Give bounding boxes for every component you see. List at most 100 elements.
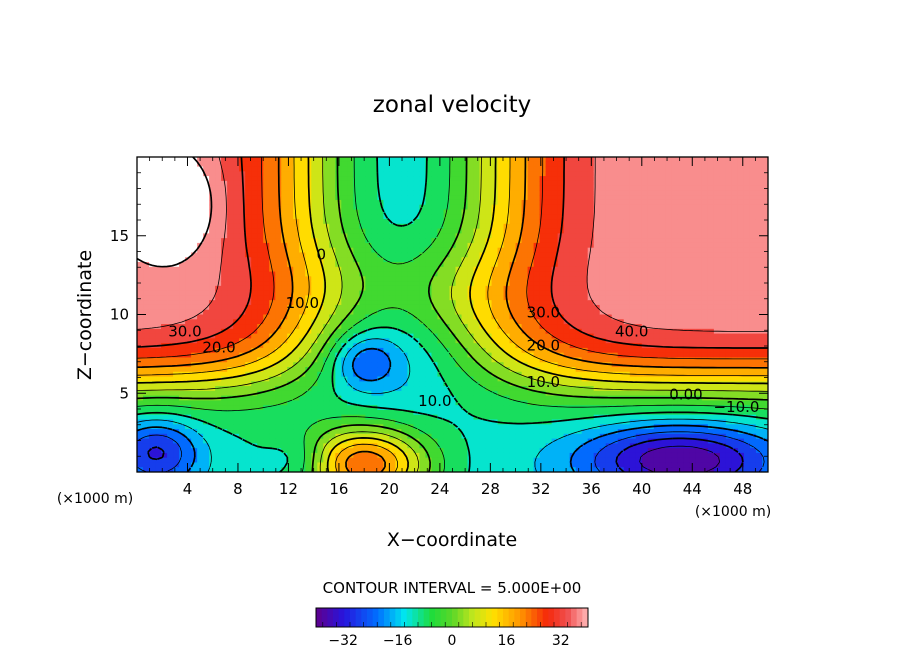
colorbar-tick-label: 16 bbox=[497, 633, 515, 649]
colorbar-swatch bbox=[576, 608, 583, 627]
colorbar-swatch bbox=[537, 608, 544, 627]
colorbar-swatch bbox=[327, 608, 334, 627]
contour-line-15 bbox=[137, 157, 768, 472]
contour-line-neg15 bbox=[137, 338, 768, 472]
colorbar-swatch bbox=[582, 608, 589, 627]
x-tick-label: 28 bbox=[481, 480, 500, 498]
x-axis-ticks: 4 8 12 16 20 24 28 32 36 40 44 48 bbox=[149, 157, 756, 498]
colorbar-swatch bbox=[412, 608, 419, 627]
contour-labels: 30.020.010.0010.030.020.010.040.00.00−10… bbox=[168, 245, 759, 416]
colorbar-swatch bbox=[542, 608, 549, 627]
contour-line-5 bbox=[137, 157, 768, 472]
y-axis-ticks: 5 10 15 bbox=[110, 172, 768, 457]
colorbar-swatch bbox=[559, 608, 566, 627]
x-tick-label: 20 bbox=[380, 480, 399, 498]
colorbar-swatch bbox=[338, 608, 345, 627]
colorbar-swatch bbox=[514, 608, 521, 627]
x-axis-label: X−coordinate bbox=[387, 529, 517, 551]
x-tick-label: 36 bbox=[582, 480, 601, 498]
colorbar-swatch bbox=[480, 608, 487, 627]
colorbar-swatch bbox=[321, 608, 328, 627]
chart-title: zonal velocity bbox=[373, 92, 531, 118]
x-tick-label: 40 bbox=[632, 480, 651, 498]
contour-label: 0.00 bbox=[669, 386, 702, 404]
colorbar-swatch bbox=[565, 608, 572, 627]
colorbar-swatch bbox=[457, 608, 464, 627]
x-tick-label: 4 bbox=[183, 480, 193, 498]
y-tick-label: 15 bbox=[110, 227, 129, 245]
contour-label: 0 bbox=[316, 245, 326, 263]
contour-label: 40.0 bbox=[615, 323, 648, 341]
colorbar-tick-label: 32 bbox=[552, 633, 570, 649]
colorbar-swatch bbox=[361, 608, 368, 627]
colorbar-frame bbox=[315, 607, 589, 628]
colorbar-tick-label: 0 bbox=[448, 633, 457, 649]
contour-line-neg30 bbox=[147, 437, 744, 472]
contour-label: 20.0 bbox=[527, 337, 560, 355]
colorbar-swatch bbox=[401, 608, 408, 627]
colorbar-swatch bbox=[503, 608, 510, 627]
colorbar-swatch bbox=[497, 608, 504, 627]
colorbar-swatch bbox=[520, 608, 527, 627]
colorbar-swatch bbox=[372, 608, 379, 627]
colorbar-swatch bbox=[548, 608, 555, 627]
contour-label: 30.0 bbox=[527, 304, 560, 322]
colorbar-tick-label: −32 bbox=[328, 633, 358, 649]
x-unit-left: (×1000 m) bbox=[57, 491, 133, 507]
colorbar-swatch bbox=[344, 608, 351, 627]
colorbar-swatch bbox=[350, 608, 357, 627]
colorbar-swatch bbox=[446, 608, 453, 627]
contour-label: 10.0 bbox=[418, 392, 451, 410]
x-unit-right: (×1000 m) bbox=[695, 504, 771, 520]
colorbar-swatch bbox=[463, 608, 470, 627]
colorbar-swatch bbox=[435, 608, 442, 627]
contour-label: 10.0 bbox=[527, 373, 560, 391]
contour-line-25 bbox=[137, 157, 768, 360]
colorbar-swatch bbox=[452, 608, 459, 627]
contour-label: 30.0 bbox=[168, 323, 201, 341]
colorbar-swatch bbox=[333, 608, 340, 627]
colorbar-swatch bbox=[491, 608, 498, 627]
colorbar-swatch bbox=[316, 608, 323, 627]
colorbar-swatch bbox=[367, 608, 374, 627]
colorbar-swatch bbox=[378, 608, 385, 627]
x-tick-label: 12 bbox=[279, 480, 298, 498]
x-tick-label: 48 bbox=[733, 480, 752, 498]
x-tick-label: 24 bbox=[430, 480, 449, 498]
colorbar-swatch bbox=[406, 608, 413, 627]
colorbar-swatch bbox=[469, 608, 476, 627]
contour-label: 10.0 bbox=[286, 294, 319, 312]
contour-line-20 bbox=[137, 157, 768, 472]
colorbar-ticks: −32 −16 0 16 32 bbox=[322, 622, 582, 649]
x-tick-label: 8 bbox=[233, 480, 243, 498]
colorbar-swatch bbox=[355, 608, 362, 627]
colorbar-swatch bbox=[486, 608, 493, 627]
x-tick-label: 16 bbox=[329, 480, 348, 498]
colorbar-swatch bbox=[384, 608, 391, 627]
contour-line-10 bbox=[137, 157, 768, 472]
contour-line-neg5 bbox=[137, 157, 768, 472]
contour-line-neg25 bbox=[137, 431, 765, 472]
colorbar-swatch bbox=[423, 608, 430, 627]
colorbar-swatch bbox=[554, 608, 561, 627]
colorbar-swatch bbox=[474, 608, 481, 627]
colorbar-swatch bbox=[508, 608, 515, 627]
y-tick-label: 10 bbox=[110, 306, 129, 324]
colorbar-swatch bbox=[429, 608, 436, 627]
x-tick-label: 32 bbox=[531, 480, 550, 498]
contour-line-neg20 bbox=[137, 347, 768, 472]
colorbar bbox=[316, 608, 589, 627]
colorbar-tick-label: −16 bbox=[383, 633, 413, 649]
colorbar-swatch bbox=[440, 608, 447, 627]
colorbar-swatch bbox=[571, 608, 578, 627]
colorbar-swatch bbox=[418, 608, 425, 627]
colorbar-swatch bbox=[389, 608, 396, 627]
contour-label: 20.0 bbox=[202, 338, 235, 356]
colorbar-swatch bbox=[531, 608, 538, 627]
contour-line-30 bbox=[137, 157, 768, 349]
contour-label: −10.0 bbox=[713, 398, 759, 416]
y-axis-label: Z−coordinate bbox=[74, 250, 96, 380]
colorbar-swatch bbox=[395, 608, 402, 627]
contour-line-neg10 bbox=[137, 157, 768, 472]
